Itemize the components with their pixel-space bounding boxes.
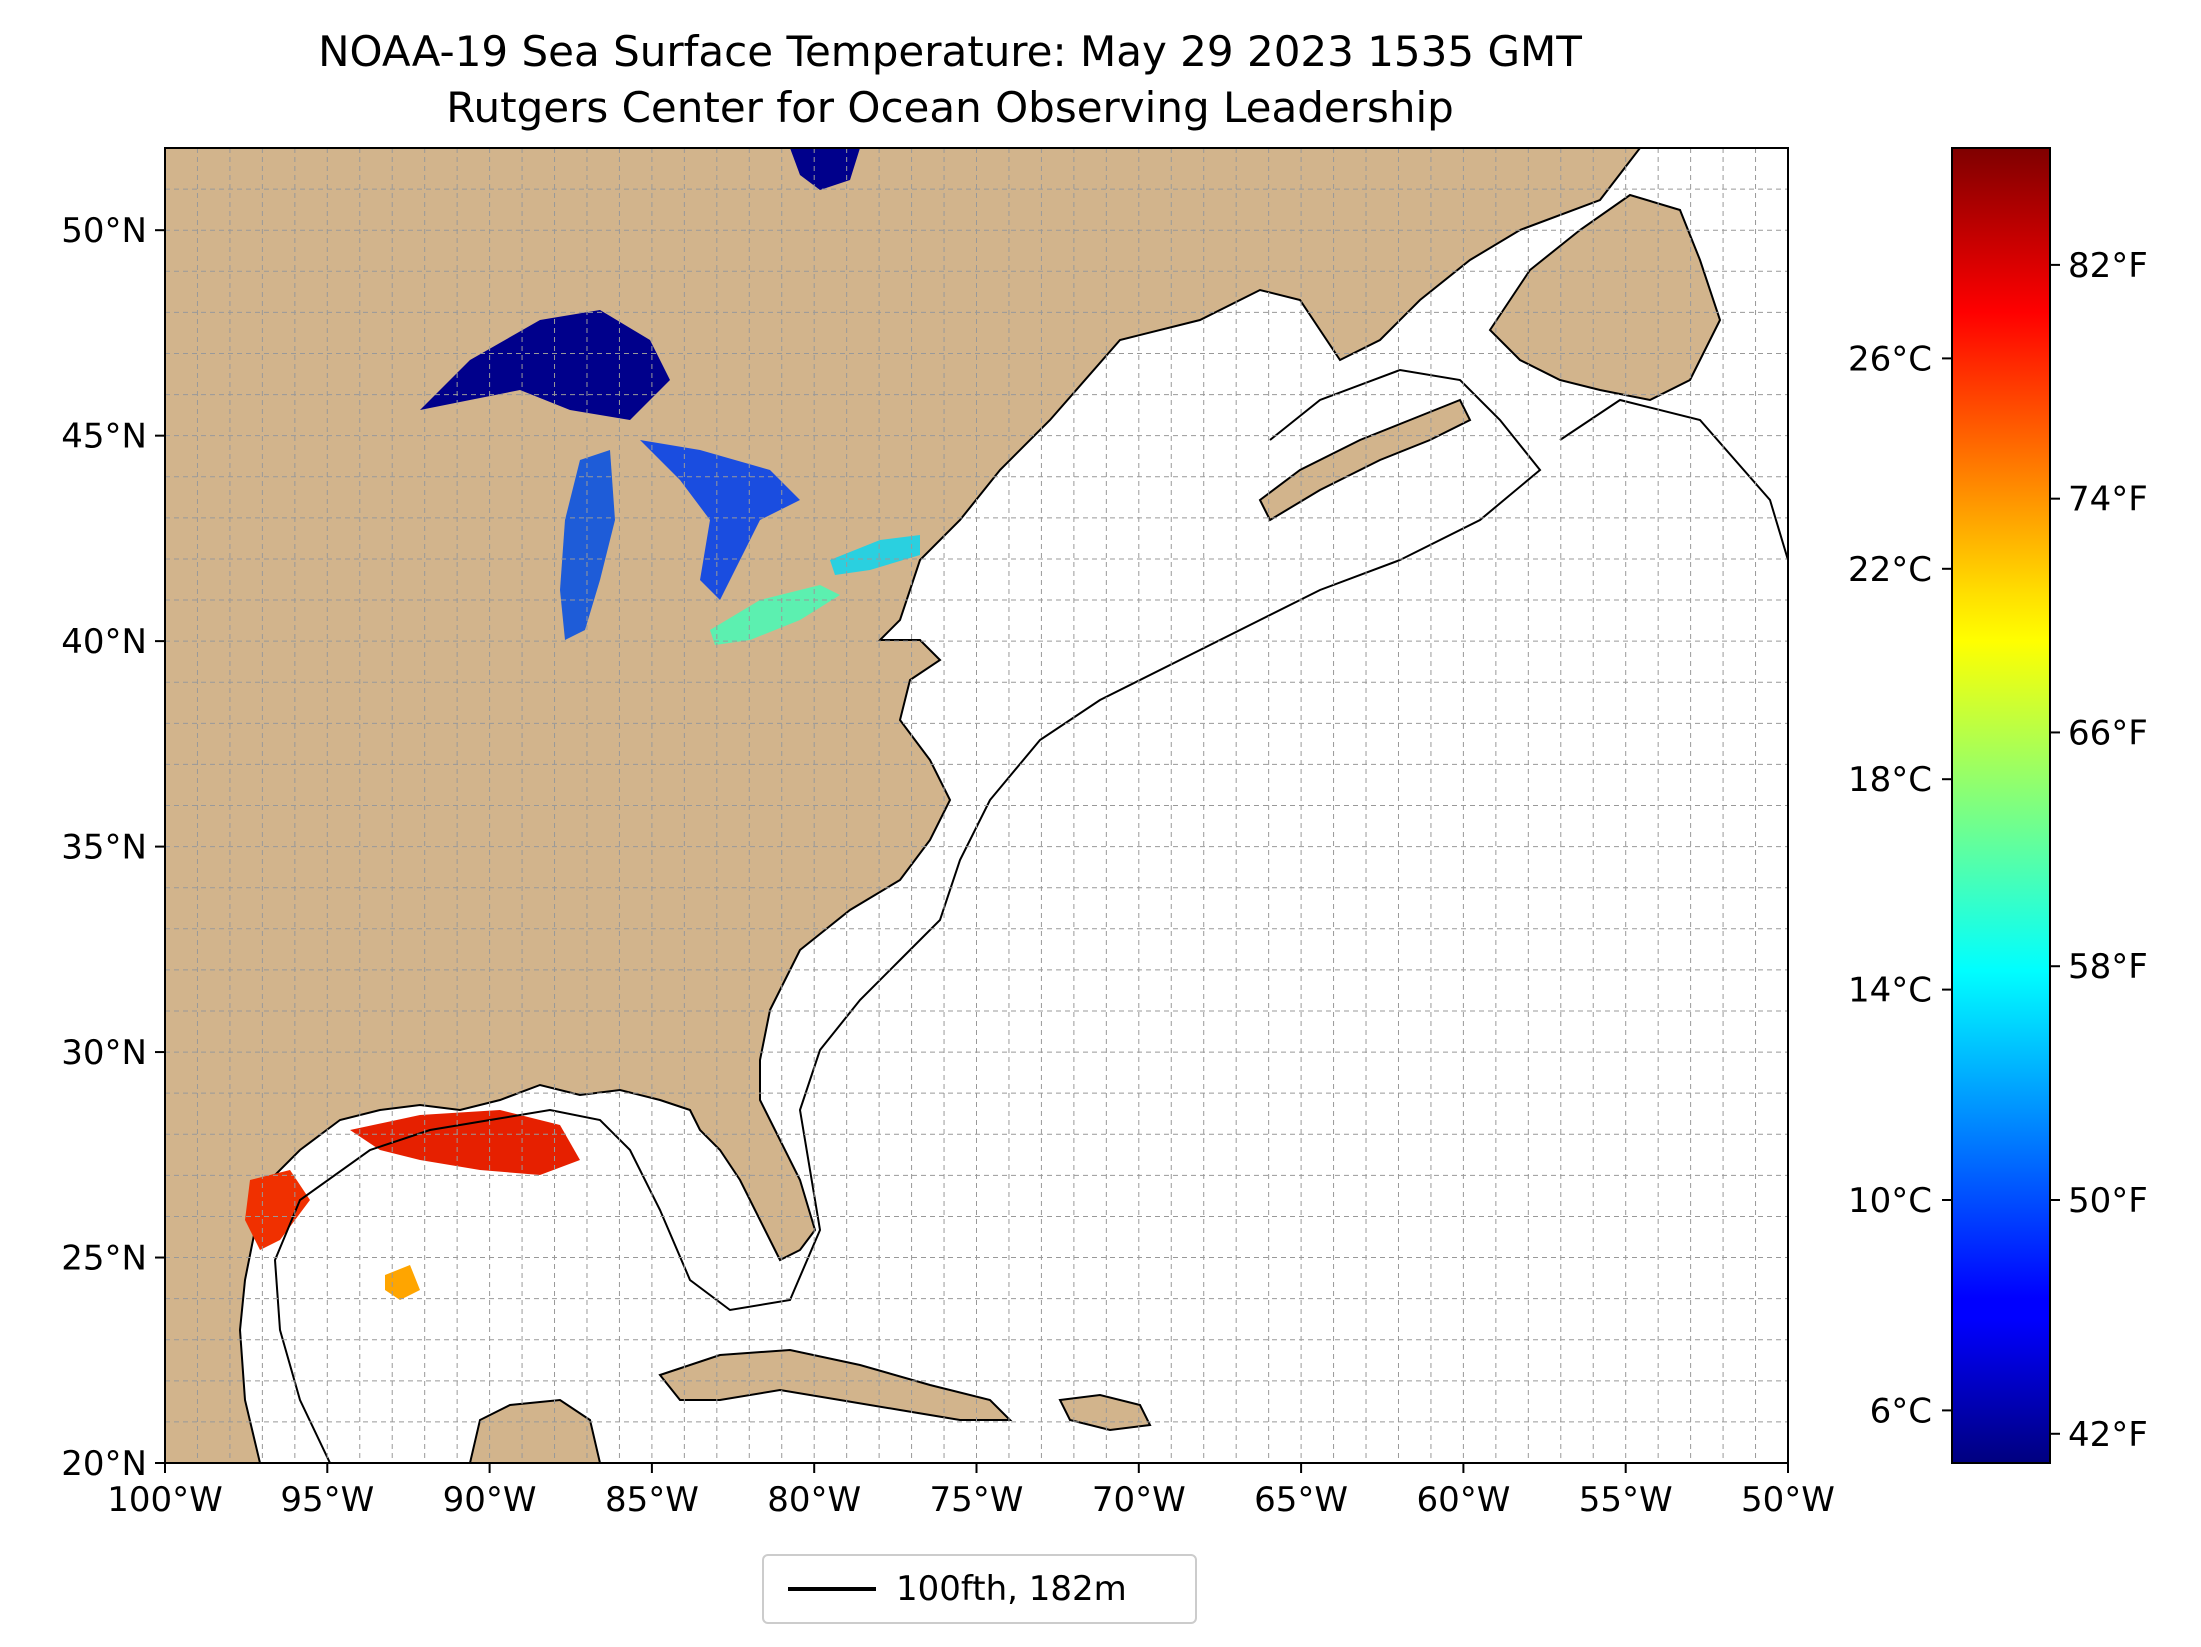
celsius-tick-label: 10°C bbox=[1848, 1181, 1932, 1221]
celsius-tick-label: 26°C bbox=[1848, 339, 1932, 379]
chart-title-line1: NOAA-19 Sea Surface Temperature: May 29 … bbox=[318, 27, 1582, 76]
x-tick-label: 60°W bbox=[1416, 1480, 1510, 1520]
land-cuba bbox=[658, 1348, 1013, 1421]
land-hispaniola bbox=[1058, 1393, 1152, 1432]
fahrenheit-tick-label: 58°F bbox=[2068, 947, 2148, 987]
x-tick-label: 70°W bbox=[1092, 1480, 1186, 1520]
y-tick-label: 25°N bbox=[61, 1239, 147, 1279]
lake-ontario-sst bbox=[830, 535, 920, 575]
colorbar bbox=[1951, 147, 2051, 1464]
celsius-tick-label: 22°C bbox=[1848, 550, 1932, 590]
legend: 100fth, 182m bbox=[762, 1554, 1197, 1624]
lake-huron-sst bbox=[640, 440, 800, 600]
y-tick-label: 40°N bbox=[61, 622, 147, 662]
isobath-newfoundland bbox=[1559, 398, 1788, 561]
land-north-america bbox=[165, 148, 1642, 1463]
graticule bbox=[165, 148, 1788, 1463]
isobath-100fth bbox=[273, 368, 1542, 1463]
x-tick-label: 100°W bbox=[107, 1480, 223, 1520]
x-tick-label: 55°W bbox=[1579, 1480, 1673, 1520]
gulf-sst-patch bbox=[385, 1265, 420, 1300]
y-tick-label: 45°N bbox=[61, 417, 147, 457]
lake-michigan-sst bbox=[560, 450, 615, 640]
fahrenheit-tick-label: 82°F bbox=[2068, 246, 2148, 286]
y-tick-label: 30°N bbox=[61, 1033, 147, 1073]
x-tick-label: 85°W bbox=[605, 1480, 699, 1520]
fahrenheit-tick-label: 50°F bbox=[2068, 1181, 2148, 1221]
celsius-tick-label: 18°C bbox=[1848, 760, 1932, 800]
celsius-tick-label: 6°C bbox=[1870, 1391, 1932, 1431]
y-tick-label: 20°N bbox=[61, 1444, 147, 1484]
legend-line-swatch bbox=[788, 1587, 876, 1591]
x-axis-ticks: 100°W 95°W 90°W 85°W 80°W 75°W 70°W 65°W 60°W 55°… bbox=[107, 1463, 1835, 1520]
x-tick-label: 80°W bbox=[767, 1480, 861, 1520]
fahrenheit-tick-label: 74°F bbox=[2068, 480, 2148, 520]
land-nova-scotia bbox=[1258, 398, 1472, 522]
x-tick-label: 90°W bbox=[443, 1480, 537, 1520]
colorbar-fahrenheit-ticks: 42°F 50°F 58°F 66°F 74°F 82°F bbox=[2050, 246, 2148, 1455]
y-tick-label: 35°N bbox=[61, 828, 147, 868]
celsius-tick-label: 14°C bbox=[1848, 971, 1932, 1011]
x-tick-label: 75°W bbox=[930, 1480, 1024, 1520]
hudson-bay-sst bbox=[790, 148, 860, 190]
fahrenheit-tick-label: 42°F bbox=[2068, 1415, 2148, 1455]
y-tick-label: 50°N bbox=[61, 211, 147, 251]
land-yucatan bbox=[468, 1398, 602, 1463]
lake-superior-sst bbox=[420, 310, 670, 420]
gulf-sst-west bbox=[245, 1170, 310, 1250]
colorbar-celsius-ticks: 6°C 10°C 14°C 18°C 22°C 26°C bbox=[1848, 339, 1952, 1431]
legend-label: 100fth, 182m bbox=[896, 1569, 1127, 1609]
y-axis-ticks: 20°N 25°N 30°N 35°N 40°N 45°N 50°N bbox=[61, 211, 165, 1484]
x-tick-label: 95°W bbox=[280, 1480, 374, 1520]
fahrenheit-tick-label: 66°F bbox=[2068, 713, 2148, 753]
x-tick-label: 50°W bbox=[1741, 1480, 1835, 1520]
chart-title-line2: Rutgers Center for Ocean Observing Leade… bbox=[446, 83, 1454, 132]
x-tick-label: 65°W bbox=[1254, 1480, 1348, 1520]
